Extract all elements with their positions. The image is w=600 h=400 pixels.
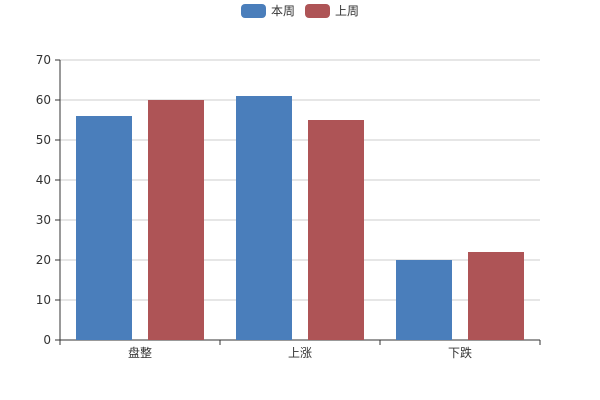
bar bbox=[76, 116, 132, 340]
x-tick-label: 上涨 bbox=[288, 345, 312, 360]
legend-item-this-week[interactable]: 本周 bbox=[240, 3, 295, 19]
bar bbox=[468, 252, 524, 340]
x-tick-label: 盘整 bbox=[128, 345, 152, 360]
bar bbox=[308, 120, 364, 340]
y-tick-label: 50 bbox=[36, 133, 51, 147]
y-tick-label: 30 bbox=[36, 213, 51, 227]
legend-label-this-week: 本周 bbox=[270, 4, 295, 18]
bar bbox=[396, 260, 452, 340]
bar bbox=[148, 100, 204, 340]
y-tick-label: 60 bbox=[36, 93, 51, 107]
y-tick-label: 40 bbox=[36, 173, 51, 187]
legend-swatch-this-week bbox=[240, 4, 266, 18]
chart-legend: 本周 上周 bbox=[0, 3, 600, 19]
x-tick-label: 下跌 bbox=[448, 345, 472, 360]
legend-label-last-week: 上周 bbox=[335, 4, 360, 18]
legend-swatch-last-week bbox=[305, 4, 330, 18]
y-tick-label: 20 bbox=[36, 253, 51, 267]
bar bbox=[236, 96, 292, 340]
y-tick-label: 10 bbox=[36, 293, 51, 307]
y-tick-label: 70 bbox=[36, 53, 51, 67]
y-tick-label: 0 bbox=[43, 333, 51, 347]
legend-item-last-week[interactable]: 上周 bbox=[305, 3, 359, 19]
